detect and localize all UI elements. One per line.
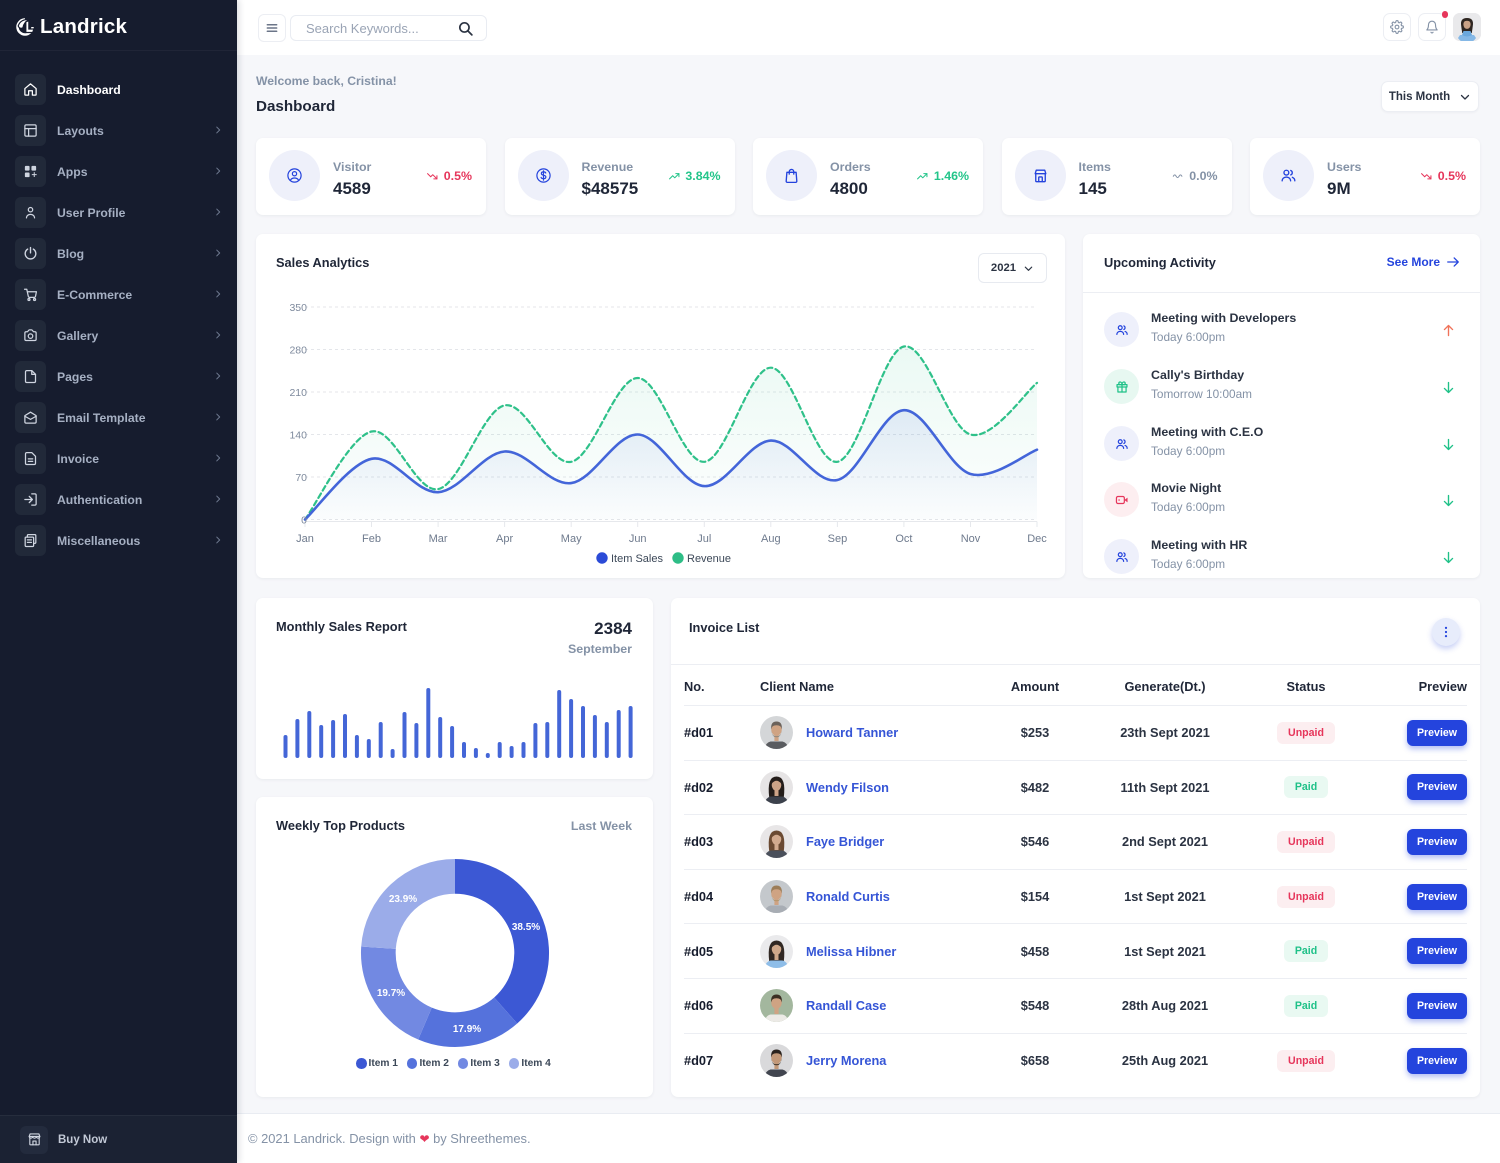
svg-text:Feb: Feb (362, 533, 381, 545)
svg-text:38.5%: 38.5% (512, 922, 540, 933)
svg-text:140: 140 (289, 430, 307, 442)
svg-text:Jun: Jun (629, 533, 647, 545)
svg-text:Dec: Dec (1027, 533, 1047, 545)
svg-text:17.9%: 17.9% (453, 1024, 481, 1035)
svg-text:70: 70 (295, 472, 307, 484)
svg-text:0: 0 (301, 515, 307, 527)
svg-text:350: 350 (289, 302, 307, 314)
svg-text:Item Sales: Item Sales (611, 553, 663, 565)
svg-text:280: 280 (289, 345, 307, 357)
svg-text:Mar: Mar (429, 533, 448, 545)
svg-text:Sep: Sep (828, 533, 848, 545)
svg-text:Oct: Oct (895, 533, 912, 545)
svg-text:23.9%: 23.9% (389, 894, 417, 905)
svg-text:Aug: Aug (761, 533, 781, 545)
svg-text:Nov: Nov (961, 533, 981, 545)
svg-text:May: May (561, 533, 582, 545)
svg-text:Apr: Apr (496, 533, 513, 545)
svg-text:Jul: Jul (697, 533, 711, 545)
svg-text:19.7%: 19.7% (377, 988, 405, 999)
svg-text:210: 210 (289, 387, 307, 399)
svg-text:Jan: Jan (296, 533, 314, 545)
svg-text:Revenue: Revenue (687, 553, 731, 565)
